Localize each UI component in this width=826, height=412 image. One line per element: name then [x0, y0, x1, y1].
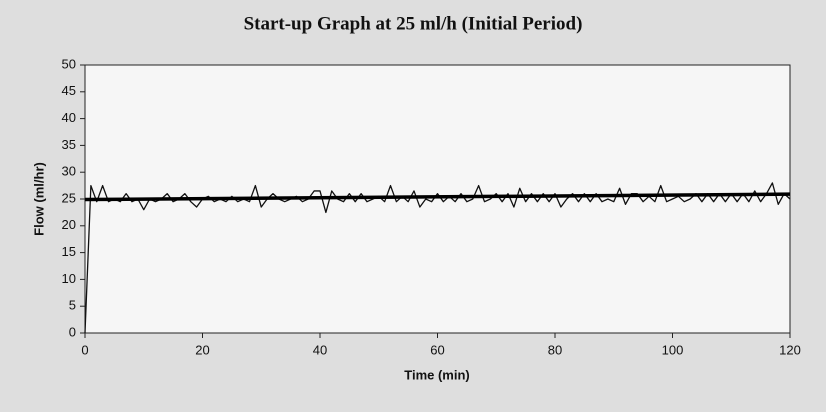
y-tick-label: 20 — [62, 217, 76, 232]
chart-title: Start-up Graph at 25 ml/h (Initial Perio… — [244, 13, 583, 34]
data-line — [84, 192, 791, 202]
x-axis-title: Time (min) — [404, 367, 470, 382]
x-tick-label: 40 — [313, 342, 327, 357]
y-tick-label: 0 — [69, 324, 76, 339]
y-tick-label: 30 — [62, 164, 76, 179]
x-tick-label: 60 — [430, 342, 444, 357]
y-tick-label: 45 — [62, 83, 76, 98]
y-tick-label: 10 — [62, 271, 76, 286]
x-tick-label: 120 — [779, 342, 801, 357]
y-tick-label: 5 — [69, 298, 76, 313]
y-tick-label: 50 — [62, 56, 76, 71]
x-tick-label: 0 — [81, 342, 88, 357]
y-tick-label: 15 — [62, 244, 76, 259]
y-tick-label: 35 — [62, 137, 76, 152]
y-axis-title: Flow (ml/hr) — [31, 162, 46, 236]
x-tick-label: 20 — [195, 342, 209, 357]
y-tick-label: 25 — [62, 190, 76, 205]
x-tick-label: 100 — [662, 342, 684, 357]
x-tick-label: 80 — [548, 342, 562, 357]
y-tick-label: 40 — [62, 110, 76, 125]
